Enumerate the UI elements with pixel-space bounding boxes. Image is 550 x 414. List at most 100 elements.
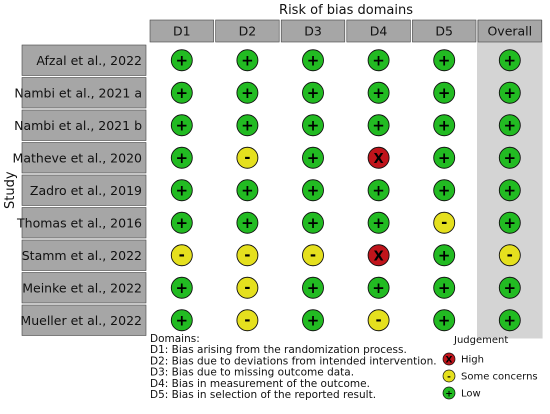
table-row: Zadro et al., 2019 + + + + + + [21, 174, 521, 206]
judgement-high-marker [367, 244, 390, 267]
judgement-symbol: + [372, 84, 385, 102]
judgement-symbol: - [375, 311, 381, 329]
judgement-low-marker [367, 211, 390, 234]
judgement-some-marker [367, 309, 390, 332]
column-header-cell [280, 19, 346, 43]
judgement-symbol: + [176, 84, 189, 102]
judgement-symbol: + [307, 149, 320, 167]
domain-definition: D5: Bias in selection of the reported re… [150, 389, 376, 401]
judgement-low-marker [498, 146, 521, 169]
domain-definition: D4: Bias in measurement of the outcome. [150, 378, 370, 390]
judgement-symbol: + [504, 116, 517, 134]
judgement-symbol: + [307, 84, 320, 102]
judgement-low-marker [170, 49, 193, 72]
judgement-low-marker [433, 114, 456, 137]
judgement-low-marker [302, 146, 324, 169]
study-label-cell [21, 109, 147, 141]
column-header-d5: D5 [435, 24, 453, 39]
judgement-low-marker [433, 49, 456, 72]
legend-high-marker [442, 352, 456, 366]
judgement-symbol: + [438, 311, 451, 329]
legend-low-marker [442, 386, 456, 400]
judgement-low-marker [433, 309, 456, 332]
judgement-symbol: + [504, 311, 517, 329]
judgement-low-marker [498, 211, 521, 234]
judgement-symbol: + [504, 51, 517, 69]
judgement-low-marker [367, 276, 390, 299]
judgement-symbol: - [179, 246, 185, 264]
judgement-symbol: + [438, 116, 451, 134]
judgement-low-marker [433, 146, 456, 169]
judgement-symbol: - [310, 246, 316, 264]
judgement-low-marker [302, 309, 324, 332]
judgement-symbol: + [438, 51, 451, 69]
judgement-symbol: + [504, 84, 517, 102]
study-label-cell [21, 239, 147, 271]
legend-label: High [461, 355, 484, 366]
table-row: Meinke et al., 2022 + - + + + + [21, 272, 521, 304]
judgement-symbol: + [307, 279, 320, 297]
judgement-low-marker [170, 114, 193, 137]
legend-label: Low [461, 389, 481, 400]
study-label-cell [21, 272, 147, 304]
y-axis-label: Study [3, 171, 18, 209]
judgement-symbol: X [374, 152, 384, 167]
judgement-low-marker [236, 179, 259, 202]
chart-title: Risk of bias domains [279, 3, 413, 18]
judgement-low-marker [433, 276, 456, 299]
legend-symbol: X [446, 356, 453, 366]
study-label-cell [21, 207, 147, 239]
table-row: Nambi et al., 2021 a + + + + + + [14, 77, 521, 109]
study-label: Afzal et al., 2022 [36, 53, 142, 68]
judgement-symbol: + [438, 181, 451, 199]
judgement-low-marker [302, 179, 324, 202]
judgement-symbol: - [244, 246, 250, 264]
judgement-low-marker [498, 276, 521, 299]
table-row: Mueller et al., 2022 + - + - + + [20, 304, 521, 336]
judgement-symbol: + [176, 214, 189, 232]
judgement-some-marker [302, 244, 324, 267]
column-header-d3: D3 [304, 24, 322, 39]
column-header-cell [412, 19, 477, 43]
judgement-low-marker [170, 309, 193, 332]
judgement-low-marker [302, 114, 324, 137]
judgement-low-marker [367, 179, 390, 202]
judgement-symbol: + [307, 311, 320, 329]
judgement-some-marker [433, 211, 456, 234]
judgement-symbol: + [176, 311, 189, 329]
judgement-symbol: + [176, 116, 189, 134]
legend-label: Some concerns [461, 372, 538, 383]
judgement-some-marker [236, 146, 259, 169]
judgement-some-marker [498, 244, 521, 267]
column-header-d2: D2 [239, 24, 257, 39]
judgement-low-marker [498, 179, 521, 202]
judgement-low-marker [302, 49, 324, 72]
judgement-symbol: + [241, 51, 254, 69]
legend-symbol: + [445, 390, 453, 400]
judgement-low-marker [236, 211, 259, 234]
judgement-symbol: - [441, 213, 447, 231]
judgement-low-marker [367, 114, 390, 137]
study-label: Thomas et al., 2016 [16, 215, 142, 230]
judgement-low-marker [433, 81, 456, 104]
judgement-symbol: + [438, 279, 451, 297]
judgement-high-marker [367, 146, 390, 169]
column-header-d4: D4 [370, 24, 388, 39]
judgement-low-marker [433, 179, 456, 202]
study-label-cell [21, 77, 147, 109]
judgement-some-marker [236, 276, 259, 299]
judgement-symbol: + [438, 246, 451, 264]
study-label: Mueller et al., 2022 [20, 313, 142, 328]
judgement-low-marker [236, 114, 259, 137]
judgement-low-marker [302, 211, 324, 234]
study-label: Stamm et al., 2022 [22, 248, 142, 263]
judgement-some-marker [170, 244, 193, 267]
study-label-cell [21, 142, 147, 174]
judgement-symbol: + [504, 149, 517, 167]
judgement-low-marker [302, 276, 324, 299]
judgement-symbol: + [504, 181, 517, 199]
column-header-cell [149, 19, 214, 43]
study-label: Nambi et al., 2021 a [14, 85, 142, 100]
